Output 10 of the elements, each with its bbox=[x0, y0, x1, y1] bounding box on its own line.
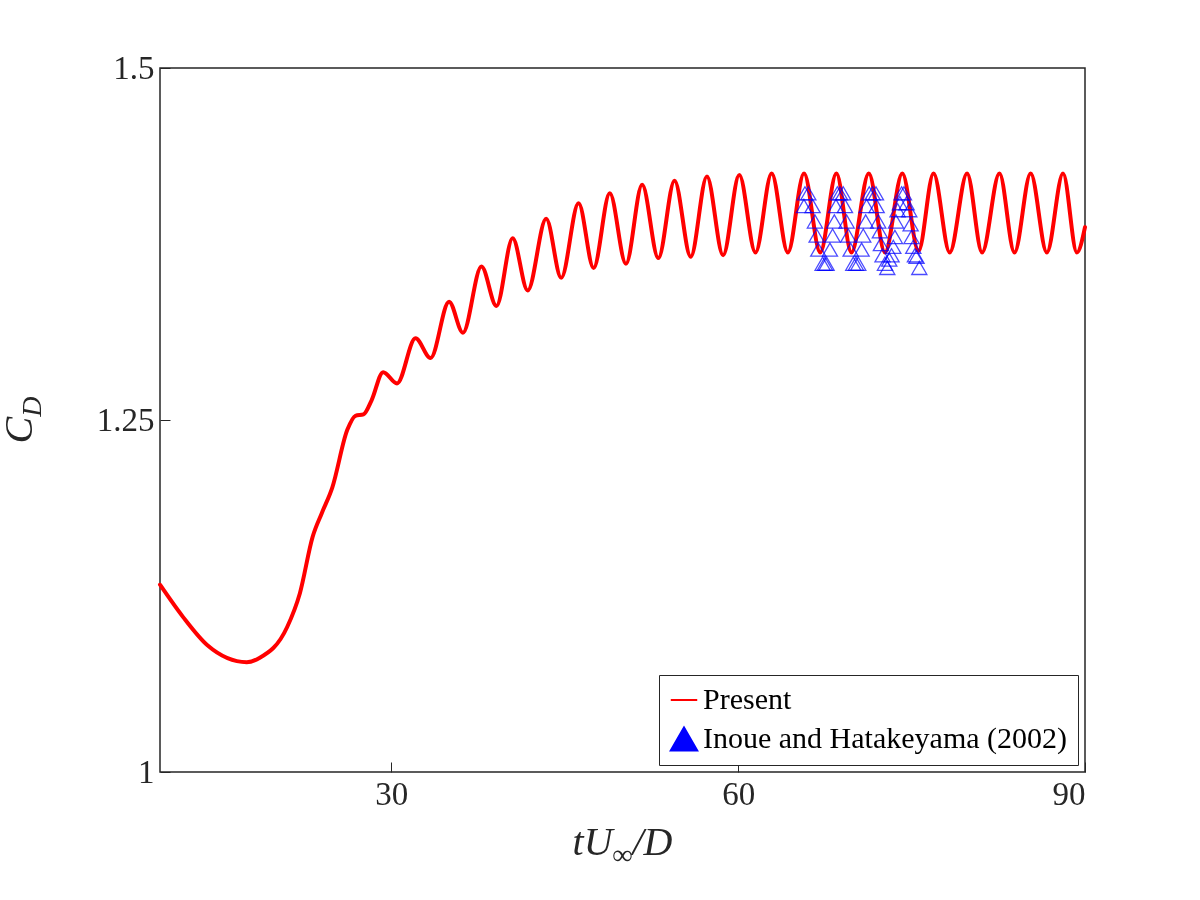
x-tick-label: 30 bbox=[375, 775, 409, 812]
legend-label: Present bbox=[703, 682, 792, 715]
legend-label: Inoue and Hatakeyama (2002) bbox=[703, 721, 1068, 755]
x-axis-title: tU$_{∞}$/D bbox=[571, 818, 674, 871]
y-tick-label: 1.5 bbox=[113, 49, 155, 86]
y-tick-label: 1.25 bbox=[96, 401, 155, 438]
x-tick-label: 60 bbox=[722, 775, 756, 812]
line-series bbox=[158, 171, 1087, 665]
x-tick-label: 90 bbox=[1052, 775, 1086, 812]
y-tick-label: 1 bbox=[138, 753, 155, 790]
